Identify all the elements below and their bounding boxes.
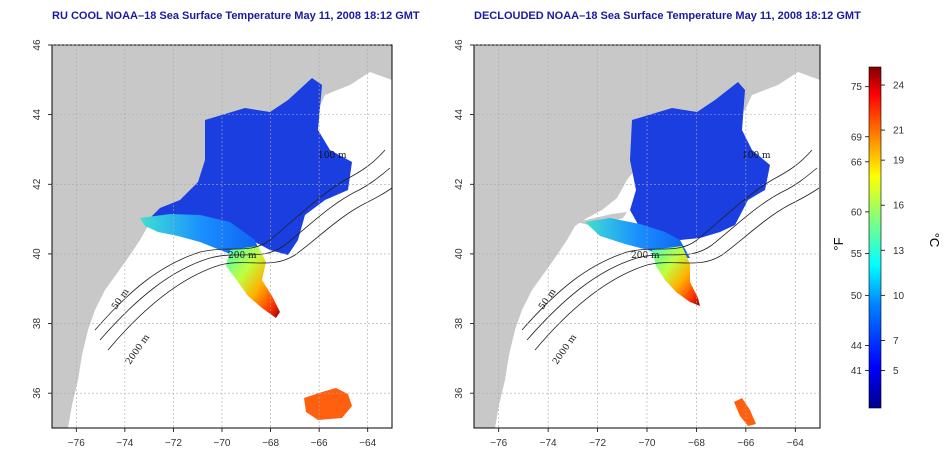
right-land — [474, 45, 820, 428]
left-axis-ticks: −76 −74 −72 −70 −68 −66 −64 46 44 42 40 38 36 — [32, 39, 377, 449]
right-x-tick-label: −68 — [688, 438, 705, 449]
right-map-title: DECLOUDED NOAA–18 Sea Surface Temperatur… — [474, 10, 861, 22]
colorbar-fahrenheit-tick-label: 41 — [851, 366, 863, 377]
colorbar-fahrenheit-tick-label: 55 — [851, 249, 863, 260]
left-y-tick-label: 38 — [32, 318, 43, 330]
colorbar-celsius-tick-label: 19 — [893, 156, 905, 167]
left-x-tick-label: −66 — [311, 438, 328, 449]
colorbar-fahrenheit-tick-label: 44 — [851, 341, 863, 352]
right-y-tick-label: 46 — [454, 39, 465, 51]
right-y-tick-label: 42 — [454, 178, 465, 190]
right-y-tick-label: 38 — [454, 318, 465, 330]
colorbar-celsius-label: °C — [927, 233, 942, 248]
right-x-tick-label: −64 — [787, 438, 804, 449]
right-contour-label-100m: 100 m — [742, 151, 771, 161]
left-y-tick-label: 40 — [32, 248, 43, 260]
colorbar-fahrenheit-tick-label: 60 — [851, 207, 863, 218]
right-bathymetry-contours — [521, 149, 820, 351]
right-gulf-of-maine-sst — [630, 82, 770, 240]
right-y-tick-label: 36 — [454, 387, 465, 399]
right-warm-patch — [734, 398, 756, 426]
right-y-tick-label: 40 — [454, 248, 465, 260]
left-warm-patch — [304, 388, 352, 420]
colorbar-fahrenheit-tick-label: 69 — [851, 132, 863, 143]
right-gridlines — [474, 44, 820, 428]
right-shelf-sst — [585, 218, 690, 258]
colorbar-fahrenheit-tick-label: 50 — [851, 291, 863, 302]
left-map-panel: 100 m 200 m 50 m 2000 m — [51, 44, 393, 429]
colorbar-celsius-tick-label: 5 — [893, 366, 899, 377]
right-x-tick-label: −74 — [540, 438, 557, 449]
right-contour-label-200m: 200 m — [631, 251, 660, 261]
left-x-tick-label: −68 — [262, 438, 279, 449]
left-land — [52, 45, 392, 428]
colorbar-celsius-tick-label: 24 — [893, 81, 905, 92]
left-x-tick-label: −76 — [68, 438, 85, 449]
left-map-title: RU COOL NOAA–18 Sea Surface Temperature … — [52, 10, 420, 22]
colorbar-celsius-tick-label: 13 — [893, 246, 905, 257]
right-axis-ticks: −76 −74 −72 −70 −68 −66 −64 46 44 42 40 38 36 — [454, 39, 804, 449]
left-x-tick-label: −64 — [359, 438, 376, 449]
colorbar-fahrenheit-tick-label: 66 — [851, 157, 863, 168]
right-warm-plume — [652, 246, 700, 306]
left-x-tick-label: −74 — [116, 438, 133, 449]
left-shelf-sst — [140, 214, 262, 258]
right-y-tick-label: 44 — [454, 109, 465, 121]
left-x-tick-label: −72 — [165, 438, 182, 449]
left-y-tick-label: 46 — [32, 39, 43, 51]
left-y-tick-label: 42 — [32, 178, 43, 190]
left-contour-label-200m: 200 m — [228, 251, 257, 261]
colorbar-fahrenheit-tick-label: 75 — [851, 82, 863, 93]
left-x-tick-label: −70 — [214, 438, 231, 449]
colorbar-celsius-tick-label: 16 — [893, 201, 905, 212]
colorbar-fahrenheit-label: °F — [831, 237, 846, 250]
colorbar-celsius-tick-label: 7 — [893, 336, 899, 347]
left-warm-plume — [226, 246, 280, 318]
colorbar-gradient — [868, 66, 882, 409]
colorbar-celsius-tick-label: 21 — [893, 126, 905, 137]
right-x-tick-label: −72 — [589, 438, 606, 449]
left-gulf-of-maine-sst — [150, 78, 352, 255]
left-gridlines — [52, 44, 392, 428]
left-y-tick-label: 44 — [32, 109, 43, 121]
right-map-panel: 100 m 200 m 50 m 2000 m — [473, 44, 821, 429]
left-contour-label-100m: 100 m — [318, 151, 347, 161]
right-x-tick-label: −66 — [737, 438, 754, 449]
left-y-tick-label: 36 — [32, 387, 43, 399]
colorbar-celsius-tick-label: 10 — [893, 291, 905, 302]
right-x-tick-label: −70 — [639, 438, 656, 449]
right-x-tick-label: −76 — [490, 438, 507, 449]
left-bathymetry-contours — [94, 149, 393, 351]
